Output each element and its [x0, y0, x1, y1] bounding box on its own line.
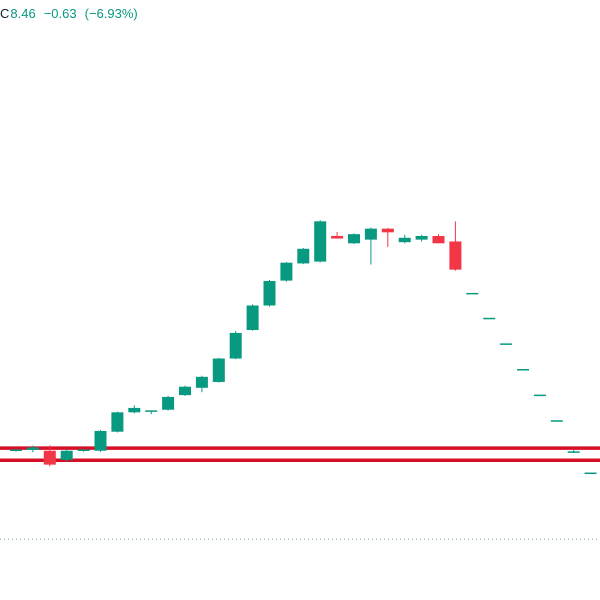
candle [415, 234, 428, 242]
candle-body [297, 248, 310, 264]
candle-body [449, 241, 462, 270]
candle [111, 411, 124, 433]
candle [77, 449, 90, 452]
candle [145, 410, 158, 415]
candle-body [212, 358, 225, 382]
close-label: C [0, 6, 10, 21]
candle-body [145, 410, 158, 412]
candle-body [10, 449, 22, 451]
candle [128, 405, 141, 414]
change-percent: (−6.93%) [84, 6, 138, 21]
candle [263, 279, 276, 307]
candle [297, 248, 310, 265]
close-value: 8.46 [10, 6, 36, 21]
projected-candle [550, 420, 563, 422]
ohlc-legend: C8.46 −0.63 (−6.93%) [0, 4, 146, 24]
candle-body [483, 317, 496, 320]
candle [314, 220, 327, 263]
candle-body [162, 396, 175, 410]
candle [432, 234, 445, 244]
candle-body [94, 430, 107, 451]
candle-body [567, 451, 580, 453]
projected-candle [533, 394, 546, 397]
candle-body [517, 369, 529, 371]
candles-layer [10, 220, 597, 475]
candle-body [179, 386, 191, 396]
projected-candle [500, 343, 513, 345]
candle-body [111, 412, 124, 432]
candle-body [280, 262, 293, 281]
candle-body [466, 292, 479, 295]
candle-body [26, 447, 39, 450]
candle-body [364, 228, 377, 240]
candle [179, 385, 191, 396]
candle [43, 445, 56, 467]
candle-body [415, 235, 428, 240]
candle-body [381, 228, 394, 233]
candle-body [229, 332, 242, 359]
candle-body [348, 234, 360, 244]
candle-body [314, 221, 327, 262]
candle-body [533, 394, 546, 397]
candle [10, 449, 22, 452]
candle [212, 357, 225, 383]
candle [94, 429, 107, 452]
candle-body [432, 235, 445, 244]
candle [449, 221, 462, 271]
projected-candle [567, 450, 580, 453]
candle [364, 227, 377, 265]
horizontal-levels-layer [0, 446, 600, 462]
candle-body [60, 450, 73, 460]
candle [331, 231, 344, 239]
candle [26, 445, 39, 453]
candle-body [246, 305, 259, 330]
projected-candle [584, 472, 597, 475]
candle [246, 304, 259, 331]
candle [195, 375, 208, 393]
projected-candle [517, 369, 529, 371]
candle-body [500, 343, 513, 345]
candle-body [77, 449, 90, 451]
candle [398, 234, 411, 244]
candle [348, 233, 360, 245]
candle-body [43, 450, 56, 465]
candle [229, 331, 242, 360]
candle-body [195, 376, 208, 388]
candle-body [128, 407, 141, 413]
candle [60, 449, 73, 462]
change-value: −0.63 [43, 6, 77, 21]
candle [280, 261, 293, 282]
projected-candle [483, 317, 496, 320]
candle-body [550, 420, 563, 422]
candle [162, 395, 175, 411]
candle-body [331, 235, 344, 239]
candle-body [584, 472, 597, 475]
candle [381, 227, 394, 247]
projected-candle [466, 292, 479, 295]
candle-body [398, 237, 411, 243]
candle-body [263, 280, 276, 306]
